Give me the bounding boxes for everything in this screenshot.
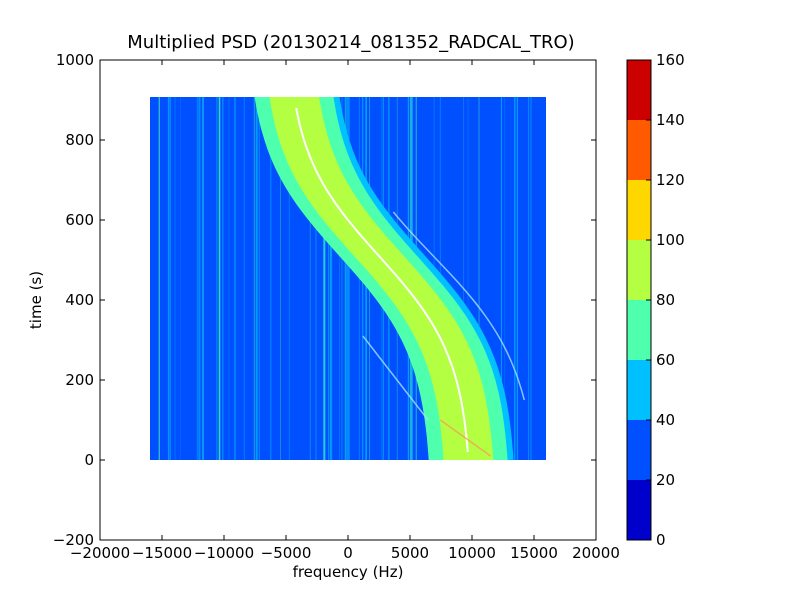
y-axis-label: time (s) — [27, 271, 45, 329]
colorbar-level — [627, 480, 651, 540]
secondary-trace-orange — [439, 419, 492, 457]
colorbar-level — [627, 60, 651, 120]
y-tick-label: 200 — [65, 371, 94, 389]
x-tick-label: −15000 — [132, 544, 192, 562]
y-tick-label: 800 — [65, 131, 94, 149]
colorbar-ticks: 0 20 40 60 80 100 120 140 160 — [646, 51, 685, 549]
colorbar-tick-label: 160 — [656, 51, 685, 69]
y-tick-label: 1000 — [56, 51, 94, 69]
colorbar-level — [627, 300, 651, 360]
x-axis: −20000 −15000 −10000 −5000 0 5000 10000 15000 20… — [70, 60, 620, 562]
colorbar-tick-label: 40 — [656, 411, 675, 429]
secondary-trace-lower — [362, 335, 429, 421]
psd-heatmap — [150, 97, 546, 460]
colorbar-tick-label: 60 — [656, 351, 675, 369]
x-tick-label: −10000 — [194, 544, 254, 562]
secondary-trace-upper — [392, 211, 526, 401]
x-tick-label: 10000 — [448, 544, 496, 562]
y-tick-label: 400 — [65, 291, 94, 309]
y-tick-label: −200 — [53, 531, 94, 549]
colorbar-level — [627, 420, 651, 480]
x-tick-label: 0 — [343, 544, 353, 562]
colorbar-level — [627, 360, 651, 420]
colorbar-level — [627, 240, 651, 300]
colorbar-tick-label: 0 — [656, 531, 666, 549]
x-tick-label: 5000 — [391, 544, 429, 562]
x-axis-label: frequency (Hz) — [293, 563, 404, 581]
colorbar-tick-label: 100 — [656, 231, 685, 249]
x-tick-label: 15000 — [510, 544, 558, 562]
colorbar-tick-label: 80 — [656, 291, 675, 309]
colorbar-tick-label: 20 — [656, 471, 675, 489]
x-tick-label: −20000 — [70, 544, 130, 562]
colorbar-level — [627, 180, 651, 240]
colorbar-tick-label: 140 — [656, 111, 685, 129]
x-tick-label: 20000 — [572, 544, 620, 562]
doppler-trace — [295, 107, 469, 453]
colorbar-tick-label: 120 — [656, 171, 685, 189]
colorbar-level — [627, 120, 651, 180]
y-axis: −200 0 200 400 600 800 1000 — [53, 51, 596, 549]
x-tick-label: −5000 — [261, 544, 312, 562]
band-40-60-edge — [333, 97, 514, 460]
y-tick-label: 0 — [84, 451, 94, 469]
chart-title: Multiplied PSD (20130214_081352_RADCAL_T… — [127, 32, 574, 53]
y-tick-label: 600 — [65, 211, 94, 229]
colorbar — [627, 60, 651, 540]
